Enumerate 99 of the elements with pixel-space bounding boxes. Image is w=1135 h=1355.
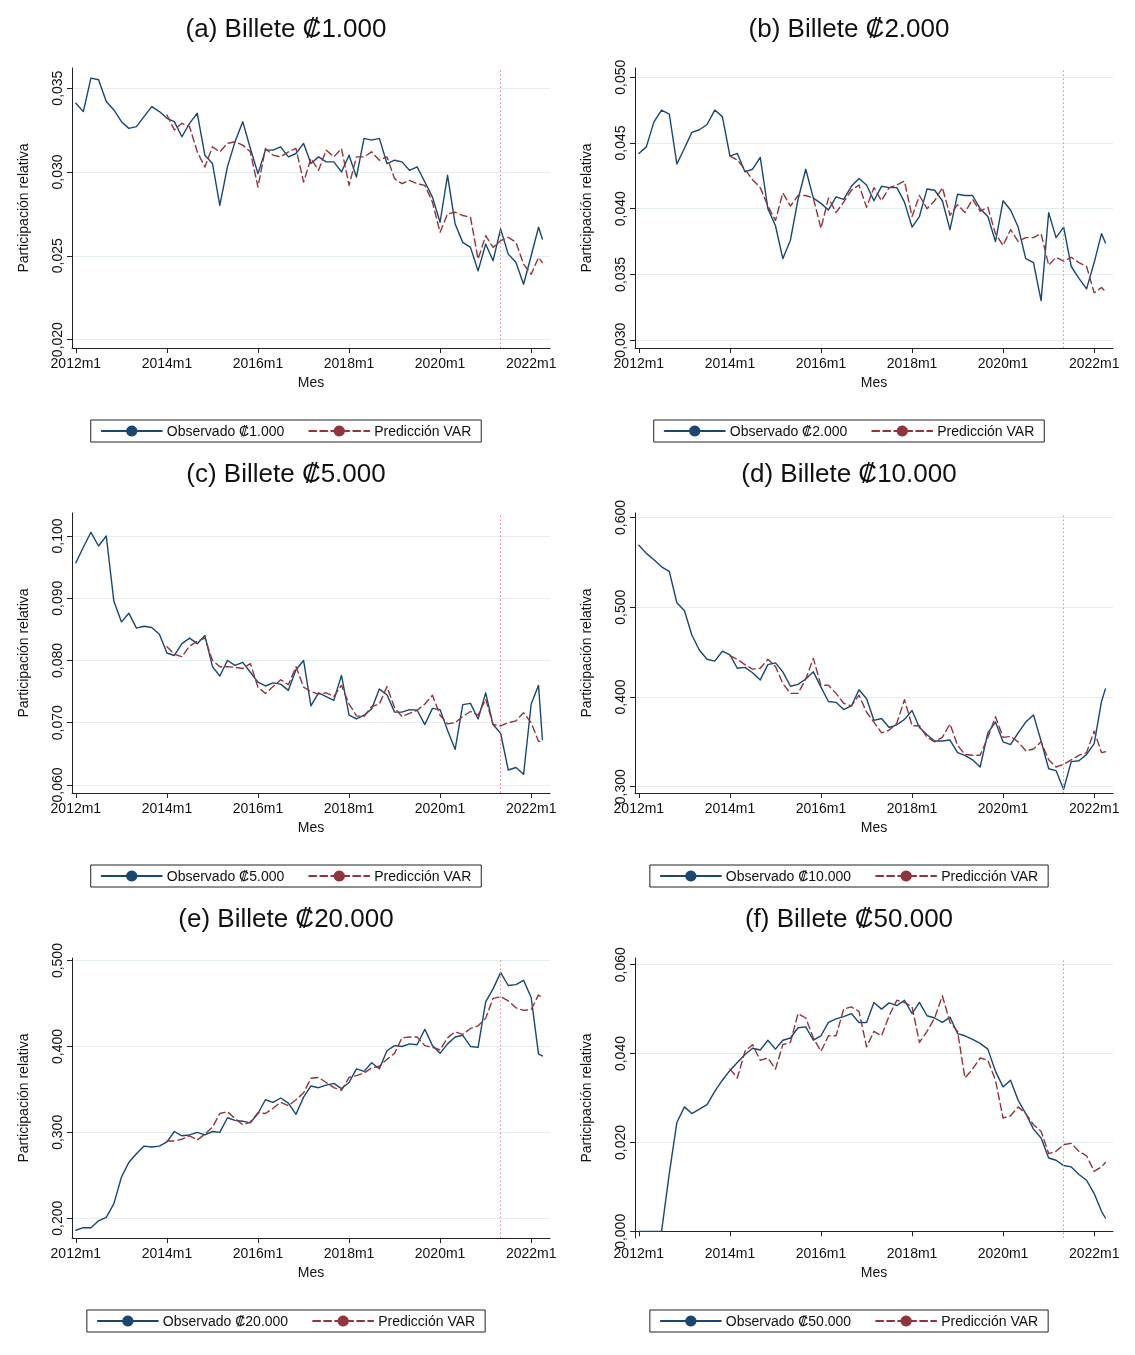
x-axis-title: Mes bbox=[860, 373, 888, 390]
chart-title: (b) Billete ₡2.000 bbox=[748, 13, 950, 43]
x-tick-label: 2016m1 bbox=[232, 355, 284, 371]
line-series bbox=[166, 637, 544, 743]
x-tick-label: 2014m1 bbox=[141, 355, 193, 371]
y-tick-label: 0,060 bbox=[49, 767, 65, 803]
line-series bbox=[75, 971, 544, 1231]
x-tick-label: 2012m1 bbox=[50, 1245, 102, 1261]
x-tick-label: 2020m1 bbox=[414, 1245, 466, 1261]
x-axis-title: Mes bbox=[860, 818, 888, 835]
x-tick-label: 2020m1 bbox=[414, 355, 466, 371]
legend-label: Predicción VAR bbox=[374, 423, 472, 439]
line-series bbox=[75, 531, 544, 776]
x-tick-label: 2014m1 bbox=[141, 1245, 193, 1261]
y-tick-label: 0,030 bbox=[612, 322, 628, 358]
chart-title: (f) Billete ₡50.000 bbox=[744, 903, 954, 933]
y-tick-label: 0,300 bbox=[612, 768, 628, 805]
x-tick-label: 2018m1 bbox=[886, 1245, 938, 1261]
legend-label: Observado ₡2.000 bbox=[729, 423, 848, 439]
y-axis-title: Participación relativa bbox=[15, 1033, 31, 1163]
y-tick-label: 0,200 bbox=[49, 1200, 65, 1236]
y-tick-label: 0,040 bbox=[612, 190, 628, 227]
y-tick-label: 0,080 bbox=[49, 642, 65, 678]
line-series bbox=[166, 114, 544, 275]
x-tick-label: 2014m1 bbox=[704, 800, 756, 816]
y-tick-label: 0,300 bbox=[49, 1114, 65, 1150]
legend-label: Predicción VAR bbox=[941, 1313, 1039, 1329]
y-tick-label: 0,045 bbox=[612, 125, 628, 161]
x-tick-label: 2014m1 bbox=[141, 800, 193, 816]
y-tick-label: 0,060 bbox=[612, 946, 628, 983]
y-axis-title: Participación relativa bbox=[578, 588, 594, 718]
legend-label: Observado ₡20.000 bbox=[162, 1313, 289, 1329]
y-tick-label: 0,020 bbox=[49, 321, 65, 358]
line-series bbox=[729, 155, 1107, 294]
line-series bbox=[75, 77, 544, 285]
x-tick-label: 2016m1 bbox=[232, 1245, 284, 1261]
x-tick-label: 2016m1 bbox=[795, 1245, 847, 1261]
y-tick-label: 0,035 bbox=[49, 70, 65, 106]
legend-label: Observado ₡1.000 bbox=[166, 423, 285, 439]
legend-label: Observado ₡10.000 bbox=[725, 868, 852, 884]
y-tick-label: 0,400 bbox=[49, 1028, 65, 1064]
y-tick-label: 0,040 bbox=[612, 1035, 628, 1072]
x-axis-title: Mes bbox=[860, 1263, 888, 1280]
x-axis-title: Mes bbox=[297, 373, 325, 390]
y-tick-label: 0,035 bbox=[612, 256, 628, 292]
x-tick-label: 2020m1 bbox=[414, 800, 466, 816]
chart-title: (d) Billete ₡10.000 bbox=[741, 458, 957, 488]
x-tick-label: 2016m1 bbox=[795, 355, 847, 371]
line-series bbox=[638, 544, 1107, 791]
x-tick-label: 2018m1 bbox=[886, 355, 938, 371]
x-tick-label: 2022m1 bbox=[1068, 800, 1120, 816]
x-tick-label: 2022m1 bbox=[505, 355, 557, 371]
legend-label: Predicción VAR bbox=[374, 868, 472, 884]
x-tick-label: 2022m1 bbox=[1068, 355, 1120, 371]
y-tick-label: 0,090 bbox=[49, 580, 65, 616]
x-tick-label: 2014m1 bbox=[704, 1245, 756, 1261]
x-tick-label: 2022m1 bbox=[505, 1245, 557, 1261]
y-tick-label: 0,400 bbox=[612, 679, 628, 715]
y-tick-label: 0,500 bbox=[612, 589, 628, 625]
line-series bbox=[638, 999, 1107, 1233]
legend-label: Predicción VAR bbox=[937, 423, 1035, 439]
y-tick-label: 0,000 bbox=[612, 1213, 628, 1249]
x-tick-label: 2016m1 bbox=[232, 800, 284, 816]
x-tick-label: 2020m1 bbox=[977, 1245, 1029, 1261]
line-series bbox=[638, 109, 1107, 302]
x-tick-label: 2018m1 bbox=[323, 800, 375, 816]
y-axis-title: Participación relativa bbox=[578, 1033, 594, 1163]
y-tick-label: 0,050 bbox=[612, 59, 628, 95]
chart-title: (e) Billete ₡20.000 bbox=[178, 903, 394, 933]
x-axis-title: Mes bbox=[297, 818, 325, 835]
chart-title: (a) Billete ₡1.000 bbox=[185, 13, 387, 43]
legend-label: Observado ₡50.000 bbox=[725, 1313, 852, 1329]
y-tick-label: 0,025 bbox=[49, 238, 65, 274]
line-series bbox=[166, 994, 544, 1142]
x-tick-label: 2018m1 bbox=[323, 1245, 375, 1261]
x-tick-label: 2018m1 bbox=[886, 800, 938, 816]
line-series bbox=[729, 995, 1107, 1173]
y-axis-title: Participación relativa bbox=[578, 143, 594, 273]
x-axis-title: Mes bbox=[297, 1263, 325, 1280]
y-tick-label: 0,070 bbox=[49, 704, 65, 741]
x-tick-label: 2016m1 bbox=[795, 800, 847, 816]
chart-title: (c) Billete ₡5.000 bbox=[186, 458, 386, 488]
y-tick-label: 0,500 bbox=[49, 942, 65, 979]
legend-label: Predicción VAR bbox=[378, 1313, 476, 1329]
x-tick-label: 2022m1 bbox=[1068, 1245, 1120, 1261]
y-tick-label: 0,600 bbox=[612, 499, 628, 536]
x-tick-label: 2018m1 bbox=[323, 355, 375, 371]
x-tick-label: 2014m1 bbox=[704, 355, 756, 371]
x-tick-label: 2020m1 bbox=[977, 800, 1029, 816]
y-tick-label: 0,020 bbox=[612, 1124, 628, 1160]
y-axis-title: Participación relativa bbox=[15, 588, 31, 718]
y-axis-title: Participación relativa bbox=[15, 143, 31, 273]
x-tick-label: 2022m1 bbox=[505, 800, 557, 816]
line-series bbox=[729, 654, 1107, 768]
y-tick-label: 0,100 bbox=[49, 518, 65, 554]
legend-label: Observado ₡5.000 bbox=[166, 868, 285, 884]
legend-label: Predicción VAR bbox=[941, 868, 1039, 884]
x-tick-label: 2020m1 bbox=[977, 355, 1029, 371]
y-tick-label: 0,030 bbox=[49, 154, 65, 190]
